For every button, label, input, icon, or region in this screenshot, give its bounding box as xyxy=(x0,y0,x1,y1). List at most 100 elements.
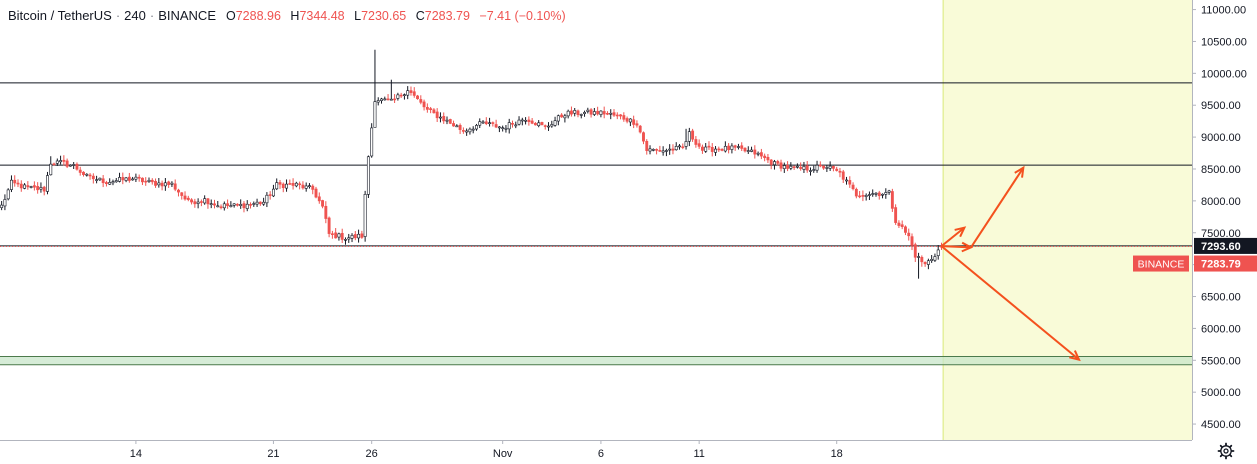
candle-body xyxy=(511,123,514,125)
candle-body xyxy=(46,175,49,192)
candle-body xyxy=(141,177,144,183)
candle-body xyxy=(825,167,829,169)
exchange: BINANCE xyxy=(158,8,216,23)
candle-body xyxy=(625,118,629,122)
y-tick-label: 8500.00 xyxy=(1201,164,1241,176)
candle-body xyxy=(127,176,131,181)
candle-body xyxy=(874,192,878,195)
candle-body xyxy=(468,128,472,133)
candle-body xyxy=(920,256,924,263)
candle-body xyxy=(245,203,249,209)
projection-zone xyxy=(943,0,1192,440)
candle-body xyxy=(792,166,796,168)
candle-body xyxy=(376,100,380,103)
candle-body xyxy=(101,178,105,184)
candle-body xyxy=(622,115,626,120)
candle-body xyxy=(154,180,157,186)
candle-body xyxy=(216,205,220,208)
gear-icon[interactable] xyxy=(1217,442,1235,460)
projection-arrow[interactable] xyxy=(940,226,966,247)
candle-body xyxy=(334,232,338,239)
candle-body xyxy=(52,163,56,166)
candle-body xyxy=(478,121,482,126)
candle-body xyxy=(589,109,593,115)
candle-body xyxy=(134,176,138,180)
candle-body xyxy=(710,147,714,152)
candle-body xyxy=(19,183,23,189)
candle-body xyxy=(448,119,452,124)
candle-body xyxy=(258,201,262,205)
projection-arrow-head xyxy=(954,226,967,238)
projection-arrow[interactable] xyxy=(940,245,1080,361)
candle-body xyxy=(416,95,419,100)
candle-body xyxy=(160,182,164,187)
candle-body xyxy=(648,148,652,152)
candle-body xyxy=(252,203,256,205)
candle-body xyxy=(632,119,636,125)
candle-body xyxy=(294,182,298,187)
candle-body xyxy=(867,194,871,196)
candle-body xyxy=(3,199,7,207)
candle-body xyxy=(527,119,531,122)
candle-body xyxy=(556,115,560,122)
candle-body xyxy=(730,145,734,150)
candle-body xyxy=(504,127,508,130)
candle-body xyxy=(900,224,904,227)
candle-body xyxy=(802,166,806,170)
candle-body xyxy=(828,165,832,169)
candle-body xyxy=(537,122,541,126)
candle-body xyxy=(864,195,868,197)
candle-body xyxy=(121,177,125,181)
candle-body xyxy=(881,193,884,196)
candle-body xyxy=(186,197,190,200)
y-tick-label: 4500.00 xyxy=(1201,419,1241,431)
projection-arrow[interactable] xyxy=(941,245,971,249)
candle-body xyxy=(759,152,763,157)
candle-body xyxy=(831,166,835,169)
candle-body xyxy=(668,148,672,151)
candle-body xyxy=(75,163,79,170)
candle-body xyxy=(907,232,911,237)
candle-body xyxy=(756,152,760,155)
candle-body xyxy=(586,109,590,112)
y-tick-label: 9000.00 xyxy=(1201,132,1241,144)
candle-body xyxy=(203,198,207,204)
candle-body xyxy=(838,170,842,173)
y-tick-label: 7500.00 xyxy=(1201,228,1241,240)
candle-body xyxy=(543,125,547,127)
candle-body xyxy=(360,233,364,238)
candle-body xyxy=(465,130,469,133)
candle-body xyxy=(268,194,272,196)
candle-body xyxy=(150,179,154,183)
candle-body xyxy=(265,194,269,204)
candle-body xyxy=(750,149,753,152)
candle-body xyxy=(520,119,524,122)
projection-arrow[interactable] xyxy=(970,167,1025,248)
candle-body xyxy=(304,185,308,189)
projection-arrow-head xyxy=(1014,165,1025,178)
candle-body xyxy=(330,233,334,235)
symbol-name[interactable]: Bitcoin / TetherUS xyxy=(8,8,112,23)
candle-body xyxy=(815,164,819,171)
level-price-tag xyxy=(1194,237,1257,254)
low-value: 7230.65 xyxy=(361,9,407,23)
candle-body xyxy=(933,256,937,261)
candle-body xyxy=(298,183,302,186)
candle-body xyxy=(88,174,92,177)
candle-body xyxy=(809,170,812,172)
y-tick-label: 9500.00 xyxy=(1201,100,1241,112)
candle-body xyxy=(422,101,426,108)
y-tick-label: 5500.00 xyxy=(1201,355,1241,367)
candle-body xyxy=(196,201,200,204)
candle-body xyxy=(131,178,135,181)
high-label: H xyxy=(290,9,300,23)
candle-body xyxy=(471,128,475,131)
candle-body xyxy=(707,145,711,148)
candle-body xyxy=(530,120,534,124)
candle-body xyxy=(871,193,875,195)
candle-body xyxy=(661,150,665,153)
candle-body xyxy=(812,169,816,171)
interval[interactable]: 240 xyxy=(124,8,146,23)
candle-body xyxy=(91,175,95,180)
